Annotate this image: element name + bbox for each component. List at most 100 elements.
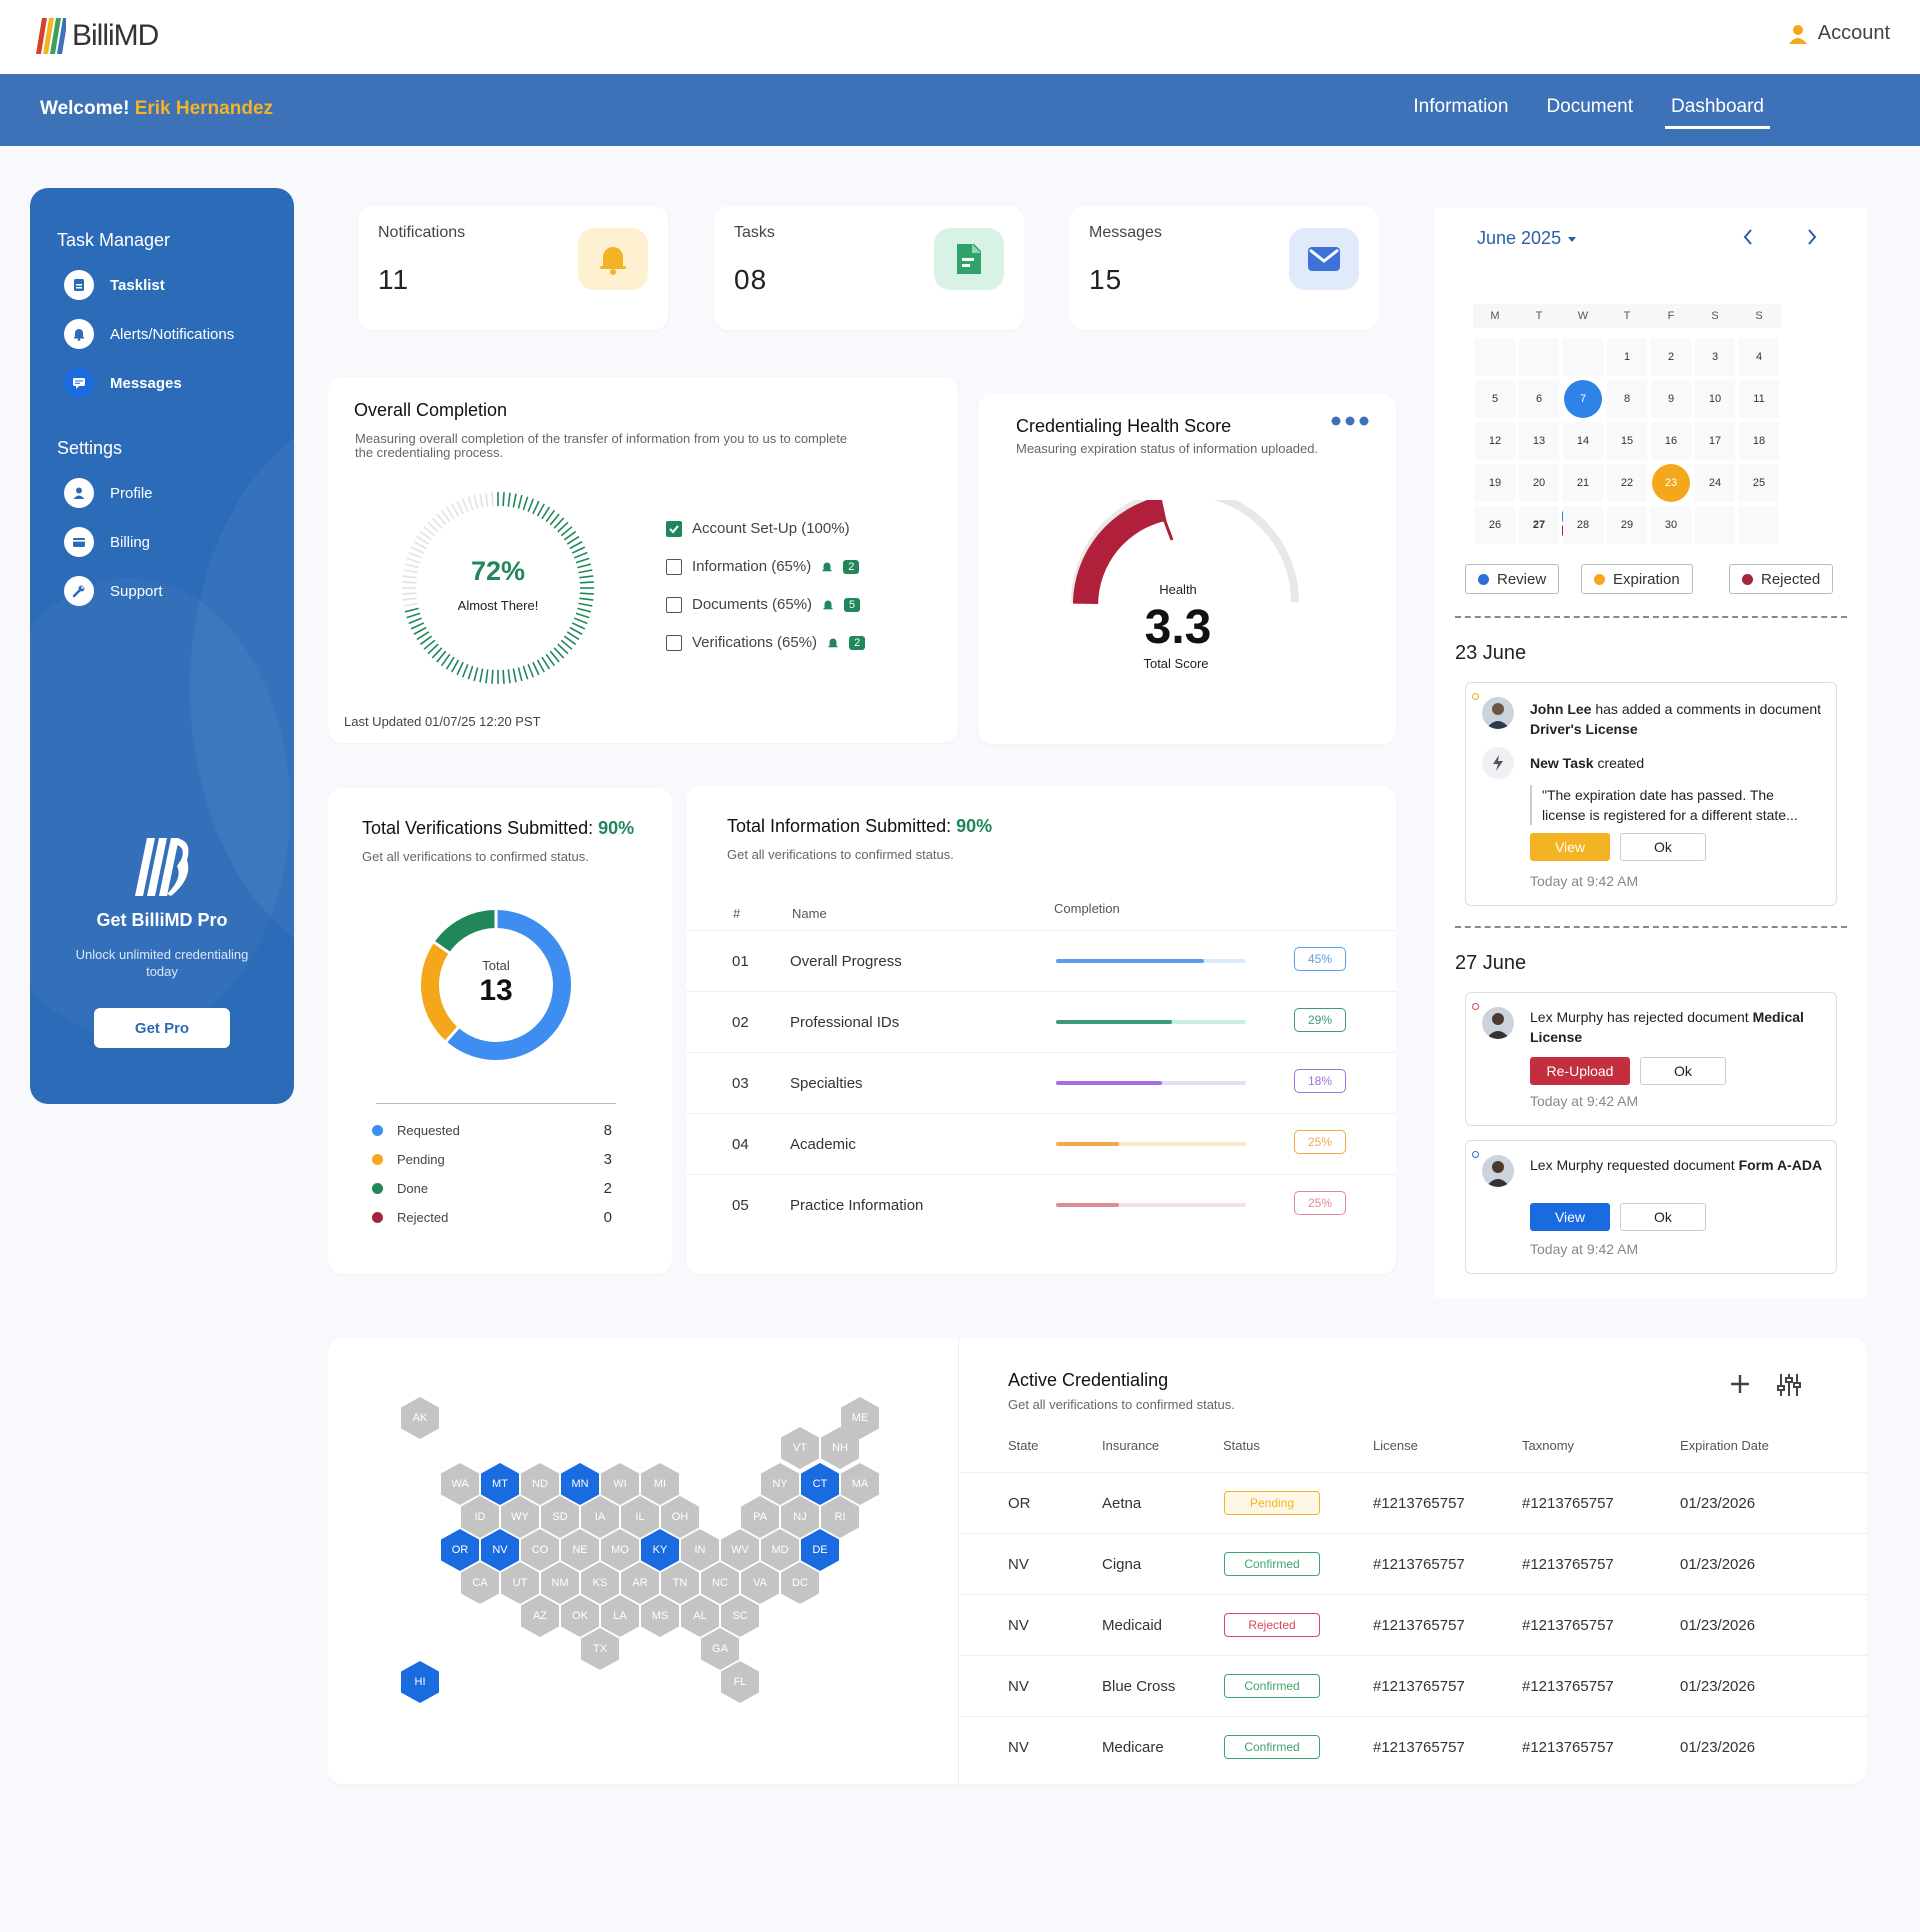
table-row[interactable]: 04 Academic 25% <box>686 1113 1396 1173</box>
state-hex-wa[interactable]: WA <box>441 1463 479 1505</box>
calendar-day[interactable]: 16 <box>1651 422 1691 460</box>
logo[interactable]: BilliMD <box>30 14 159 58</box>
sidebar-item-support[interactable]: Support <box>64 576 163 606</box>
gauge-tick <box>406 612 421 619</box>
state-hex-hi[interactable]: HI <box>401 1661 439 1703</box>
prev-month-button[interactable] <box>1741 228 1755 251</box>
calendar-day[interactable]: 29 <box>1607 506 1647 544</box>
legend-value: 2 <box>603 1180 612 1197</box>
nav-information[interactable]: Information <box>1413 96 1509 117</box>
calendar-day[interactable]: 27 <box>1519 506 1559 544</box>
calendar-day[interactable]: 17 <box>1695 422 1735 460</box>
table-row[interactable]: OR Aetna Pending #1213765757 #1213765757 01/2… <box>960 1472 1867 1532</box>
calendar-day[interactable]: 20 <box>1519 464 1559 502</box>
more-options-icon[interactable] <box>1330 414 1372 432</box>
tasks-card[interactable]: Tasks 08 <box>714 206 1024 330</box>
notifications-card[interactable]: Notifications 11 <box>358 206 668 330</box>
checkbox[interactable] <box>666 596 682 613</box>
table-row[interactable]: NV Blue Cross Confirmed #1213765757 #1213765… <box>960 1655 1867 1715</box>
state-hex-id[interactable]: ID <box>461 1496 499 1538</box>
checkbox[interactable] <box>666 520 682 537</box>
health-score: 3.3 <box>1144 601 1212 654</box>
calendar-day[interactable]: 1 <box>1607 338 1647 376</box>
table-row[interactable]: 03 Specialties 18% <box>686 1052 1396 1112</box>
cell-expiration: 01/23/2026 <box>1680 1556 1756 1573</box>
calendar-day[interactable]: 26 <box>1475 506 1515 544</box>
checklist-item[interactable]: Verifications (65%) 2 <box>666 634 866 651</box>
state-hex-ak[interactable]: AK <box>401 1397 439 1439</box>
filter-review[interactable]: Review <box>1465 564 1560 594</box>
ok-button[interactable]: Ok <box>1640 1057 1726 1085</box>
calendar-day[interactable]: 9 <box>1651 380 1691 418</box>
calendar-day[interactable]: 21 <box>1563 464 1603 502</box>
checkbox[interactable] <box>666 558 682 575</box>
sidebar-item-tasklist[interactable]: Tasklist <box>64 270 165 300</box>
messages-card[interactable]: Messages 15 <box>1069 206 1379 330</box>
calendar-day[interactable]: 22 <box>1607 464 1647 502</box>
sidebar-item-billing[interactable]: Billing <box>64 527 150 557</box>
calendar-day[interactable]: 18 <box>1739 422 1779 460</box>
percent-badge: 18% <box>1294 1069 1346 1093</box>
table-row[interactable]: NV Medicare Confirmed #1213765757 #121376575… <box>960 1716 1867 1776</box>
calendar-day[interactable]: 14 <box>1563 422 1603 460</box>
sidebar-item-messages[interactable]: Messages <box>64 368 182 398</box>
state-hex-ca[interactable]: CA <box>461 1562 499 1604</box>
event-user: Lex Murphy <box>1530 1157 1604 1173</box>
filter-button[interactable] <box>1776 1372 1802 1403</box>
table-row[interactable]: 05 Practice Information 25% <box>686 1174 1396 1234</box>
table-row[interactable]: NV Medicaid Rejected #1213765757 #1213765757… <box>960 1594 1867 1654</box>
table-row[interactable]: NV Cigna Confirmed #1213765757 #1213765757 01… <box>960 1533 1867 1593</box>
calendar-day[interactable]: 4 <box>1739 338 1779 376</box>
table-row[interactable]: 01 Overall Progress 45% <box>686 930 1396 990</box>
calendar-day[interactable]: 25 <box>1739 464 1779 502</box>
calendar-day[interactable]: 13 <box>1519 422 1559 460</box>
calendar-blank <box>1563 338 1603 376</box>
gauge-tick <box>423 639 436 650</box>
nav-dashboard[interactable]: Dashboard <box>1665 96 1770 129</box>
sidebar-item-alerts[interactable]: Alerts/Notifications <box>64 319 234 349</box>
view-button[interactable]: View <box>1530 833 1610 861</box>
checklist-item[interactable]: Documents (65%) 5 <box>666 596 861 613</box>
sidebar-item-profile[interactable]: Profile <box>64 478 153 508</box>
account-menu[interactable]: Account <box>1788 22 1890 45</box>
month-selector[interactable]: June 2025 <box>1477 228 1577 249</box>
nav-document[interactable]: Document <box>1546 96 1634 117</box>
event-time: Today at 9:42 AM <box>1530 873 1639 889</box>
calendar-day[interactable]: 28 <box>1563 506 1603 544</box>
calendar-day[interactable]: 7 <box>1563 380 1603 418</box>
calendar-day[interactable]: 12 <box>1475 422 1515 460</box>
get-pro-button[interactable]: Get Pro <box>94 1008 230 1048</box>
ok-button[interactable]: Ok <box>1620 1203 1706 1231</box>
nav-links: Information Document Dashboard <box>1407 96 1770 129</box>
gauge-tick <box>491 492 494 507</box>
calendar-day[interactable]: 15 <box>1607 422 1647 460</box>
table-row[interactable]: 02 Professional IDs 29% <box>686 991 1396 1051</box>
ok-button[interactable]: Ok <box>1620 833 1706 861</box>
state-hex-or[interactable]: OR <box>441 1529 479 1571</box>
checklist-item[interactable]: Information (65%) 2 <box>666 558 860 575</box>
checkbox[interactable] <box>666 634 682 651</box>
calendar-day[interactable]: 24 <box>1695 464 1735 502</box>
next-month-button[interactable] <box>1805 228 1819 251</box>
calendar-day[interactable]: 11 <box>1739 380 1779 418</box>
calendar-day[interactable]: 6 <box>1519 380 1559 418</box>
checklist-item[interactable]: Account Set-Up (100%) <box>666 520 850 537</box>
event-text: John Lee has added a comments in documen… <box>1530 699 1830 739</box>
add-button[interactable] <box>1728 1372 1752 1401</box>
calendar-day[interactable]: 8 <box>1607 380 1647 418</box>
calendar-day[interactable]: 19 <box>1475 464 1515 502</box>
filter-rejected[interactable]: Rejected <box>1729 564 1834 594</box>
gauge-tick <box>578 569 593 574</box>
filter-expiration[interactable]: Expiration <box>1581 564 1693 594</box>
gauge-tick <box>557 643 569 655</box>
calendar-day[interactable]: 2 <box>1651 338 1691 376</box>
calendar-day[interactable]: 3 <box>1695 338 1735 376</box>
event-user: Lex Murphy <box>1530 1009 1604 1025</box>
calendar-day[interactable]: 23 <box>1651 464 1691 502</box>
re-upload-button[interactable]: Re-Upload <box>1530 1057 1630 1085</box>
calendar-day[interactable]: 10 <box>1695 380 1735 418</box>
title-text: Total Information Submitted: <box>727 816 952 836</box>
calendar-day[interactable]: 30 <box>1651 506 1691 544</box>
view-button[interactable]: View <box>1530 1203 1610 1231</box>
calendar-day[interactable]: 5 <box>1475 380 1515 418</box>
